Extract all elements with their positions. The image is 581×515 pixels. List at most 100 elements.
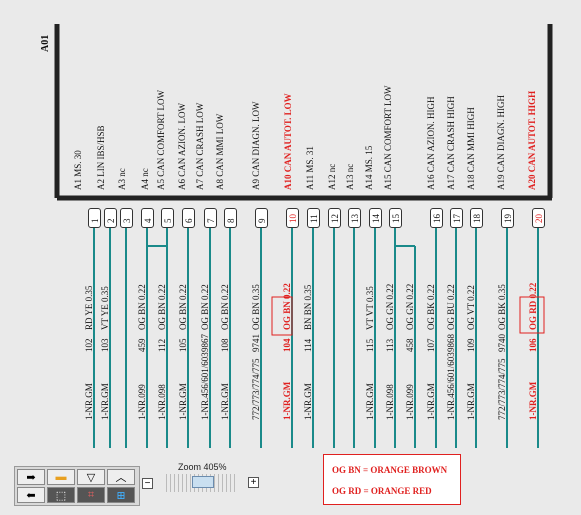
wire-spec: RD YE 0.35 [84, 285, 94, 330]
function-label: A13 nc [345, 163, 355, 190]
pin-box[interactable]: 18 [470, 208, 483, 228]
wire-spec: OG VT 0.22 [466, 285, 476, 330]
folder-icon[interactable]: ▬ [47, 469, 75, 485]
function-label: A15 CAN COMFORT LOW [383, 85, 393, 190]
pin-box[interactable]: 8 [224, 208, 237, 228]
pin-number: 2 [106, 218, 116, 224]
function-label: A1 MS. 30 [73, 150, 83, 190]
function-label: A12 nc [327, 163, 337, 190]
wire-destination: 1-NR.098 [157, 384, 167, 420]
wire-code: 9741 [251, 334, 261, 352]
pin-box[interactable]: 19 [501, 208, 514, 228]
function-label: A9 CAN DIAGN. LOW [251, 101, 261, 191]
zoom-slider-thumb[interactable] [192, 476, 214, 488]
wire-code: 105 [178, 338, 188, 353]
pin-box[interactable]: 20 [532, 208, 545, 228]
color-legend: OG BN = ORANGE BROWN OG RD = ORANGE RED [323, 454, 461, 505]
tree-view-icon[interactable]: ⌗ [77, 487, 105, 503]
pin-number: 4 [143, 218, 153, 224]
wire-code: 9867 [200, 334, 210, 352]
function-label: A3 nc [117, 168, 127, 190]
wire-spec: OG BN 0.35 [251, 284, 261, 330]
function-label: A17 CAN CRASH HIGH [446, 96, 456, 190]
pin-number: 20 [534, 214, 544, 223]
pin-number: 1 [90, 218, 100, 224]
pin-number: 12 [330, 214, 340, 223]
pin-box[interactable]: 14 [369, 208, 382, 228]
wire-spec: OG GN 0.22 [385, 283, 395, 330]
navigation-toolbar: ➡ ▬ ▽ ︿ ⬅ ⬚ ⌗ ⊞ [14, 466, 140, 506]
pin-number: 10 [288, 214, 298, 223]
wire-code: 459 [137, 338, 147, 353]
wire-spec: VT YE 0.35 [100, 286, 110, 330]
wire-spec: OG BN 0.22 [220, 284, 230, 330]
network-icon[interactable]: ⊞ [107, 487, 135, 503]
pin-box[interactable]: 7 [204, 208, 217, 228]
wire-code: 109 [466, 338, 476, 353]
wiring-diagram [54, 24, 553, 448]
wire-code: 9868 [446, 334, 456, 352]
select-box-icon[interactable]: ⬚ [47, 487, 75, 503]
pin-box[interactable]: 6 [182, 208, 195, 228]
wire-code: 113 [385, 338, 395, 352]
pin-box[interactable]: 11 [307, 208, 320, 228]
pin-number: 6 [184, 218, 194, 224]
wire-code: 458 [405, 338, 415, 353]
arrow-right-icon[interactable]: ➡ [17, 469, 45, 485]
pin-number: 17 [452, 214, 462, 223]
function-label: A11 MS. 31 [305, 146, 315, 190]
pin-number: 9 [257, 218, 267, 224]
wire-code: 114 [303, 338, 313, 352]
wires-layer [54, 24, 553, 448]
pin-box[interactable]: 1 [88, 208, 101, 228]
function-label: A14 MS. 15 [364, 145, 374, 190]
function-label: A20 CAN AUTOT. HIGH [527, 90, 537, 190]
pin-number: 11 [309, 214, 319, 223]
pin-box[interactable]: 9 [255, 208, 268, 228]
pin-box[interactable]: 10 [286, 208, 299, 228]
chevron-up-icon[interactable]: ︿ [107, 469, 135, 485]
function-label: A6 CAN AZION. LOW [177, 103, 187, 190]
pin-number: 13 [350, 214, 360, 223]
wire-destination: 1-NR.GM [528, 381, 538, 420]
arrow-left-icon[interactable]: ⬅ [17, 487, 45, 503]
function-label: A4 nc [140, 168, 150, 190]
highlight-box [519, 296, 545, 334]
pin-box[interactable]: 13 [348, 208, 361, 228]
zoom-out-button[interactable]: − [142, 478, 153, 489]
pin-number: 15 [391, 214, 401, 223]
wire-destination: 1-NR.GM [178, 383, 188, 420]
function-label: A19 CAN DIAGN. HIGH [496, 95, 506, 190]
pin-number: 3 [122, 218, 132, 224]
wire-spec: OG RD 0.22 [528, 282, 538, 330]
wire-spec: OG BN 0.22 [137, 284, 147, 330]
wire-code: 115 [365, 338, 375, 352]
pin-box[interactable]: 4 [141, 208, 154, 228]
wire-destination: 1-NR.GM [426, 383, 436, 420]
wire-destination: 772/773/774/775 [497, 358, 507, 420]
wire-code: 9740 [497, 334, 507, 352]
pin-box[interactable]: 3 [120, 208, 133, 228]
pin-number: 16 [432, 214, 442, 223]
function-label: A10 CAN AUTOT. LOW [283, 93, 293, 190]
wire-destination: 1-NR.456/601/603 [200, 352, 210, 420]
wire-destination: 1-NR.GM [84, 383, 94, 420]
zoom-in-button[interactable]: + [248, 477, 259, 488]
pin-box[interactable]: 12 [328, 208, 341, 228]
function-label: A5 CAN COMFORT LOW [156, 89, 166, 190]
legend-line: OG RD = ORANGE RED [332, 486, 432, 496]
pin-box[interactable]: 2 [104, 208, 117, 228]
filter-icon[interactable]: ▽ [77, 469, 105, 485]
pin-number: 14 [371, 214, 381, 223]
wire-spec: OG BN 0.22 [178, 284, 188, 330]
pin-box[interactable]: 16 [430, 208, 443, 228]
wire-code: 107 [426, 338, 436, 353]
wire-code: 102 [84, 338, 94, 353]
pin-number: 5 [163, 218, 173, 224]
pin-box[interactable]: 5 [161, 208, 174, 228]
wire-destination: 1-NR.GM [220, 383, 230, 420]
pin-number: 8 [226, 218, 236, 224]
wire-code: 104 [282, 338, 292, 353]
pin-box[interactable]: 17 [450, 208, 463, 228]
pin-box[interactable]: 15 [389, 208, 402, 228]
